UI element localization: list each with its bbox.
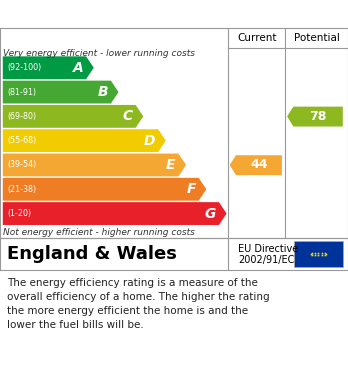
Polygon shape: [3, 178, 206, 201]
Text: B: B: [97, 85, 108, 99]
Text: (69-80): (69-80): [7, 112, 36, 121]
Text: D: D: [144, 134, 155, 148]
Text: 2002/91/EC: 2002/91/EC: [238, 255, 295, 265]
Polygon shape: [3, 202, 227, 225]
Polygon shape: [3, 154, 186, 176]
Polygon shape: [3, 129, 166, 152]
Text: (39-54): (39-54): [7, 160, 36, 169]
Text: The energy efficiency rating is a measure of the
overall efficiency of a home. T: The energy efficiency rating is a measur…: [7, 278, 270, 330]
Text: England & Wales: England & Wales: [7, 245, 177, 263]
Text: Not energy efficient - higher running costs: Not energy efficient - higher running co…: [3, 228, 195, 237]
Polygon shape: [287, 107, 343, 127]
Text: Very energy efficient - lower running costs: Very energy efficient - lower running co…: [3, 49, 196, 58]
Polygon shape: [3, 105, 143, 128]
Bar: [294, 240, 343, 267]
Polygon shape: [3, 81, 119, 104]
Text: (92-100): (92-100): [7, 63, 41, 72]
Text: (1-20): (1-20): [7, 209, 31, 218]
Text: Energy Efficiency Rating: Energy Efficiency Rating: [10, 7, 220, 22]
Text: Current: Current: [237, 33, 276, 43]
Text: A: A: [72, 61, 83, 75]
Text: Potential: Potential: [294, 33, 340, 43]
Text: (21-38): (21-38): [7, 185, 36, 194]
Polygon shape: [230, 155, 282, 175]
Text: C: C: [123, 109, 133, 124]
Text: G: G: [205, 206, 216, 221]
Text: 78: 78: [309, 110, 327, 123]
Text: (81-91): (81-91): [7, 88, 36, 97]
Text: F: F: [187, 182, 196, 196]
Text: EU Directive: EU Directive: [238, 244, 299, 254]
Text: E: E: [166, 158, 176, 172]
Polygon shape: [3, 56, 94, 79]
Text: (55-68): (55-68): [7, 136, 36, 145]
Text: 44: 44: [250, 158, 268, 172]
